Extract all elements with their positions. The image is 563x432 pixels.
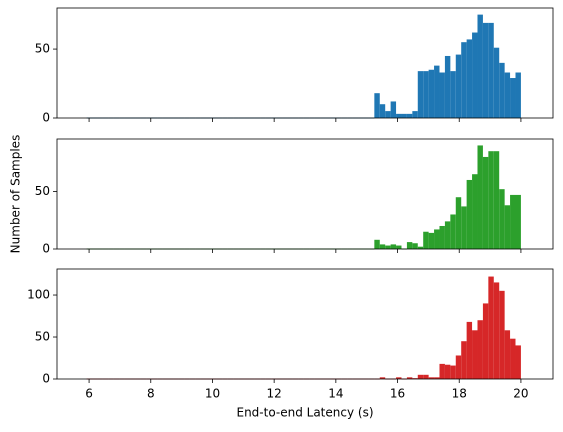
bar (504, 205, 511, 249)
bar (385, 245, 391, 249)
bar (466, 321, 473, 379)
bar (455, 197, 462, 249)
x-tick-label: 14 (328, 387, 343, 401)
bar (510, 338, 516, 379)
bar (439, 225, 445, 249)
bar (379, 104, 386, 118)
bar (434, 229, 440, 249)
bar (450, 365, 456, 379)
bar (444, 55, 451, 118)
bar (482, 22, 489, 118)
bar (423, 71, 429, 118)
bar (510, 78, 516, 118)
bar (385, 111, 391, 118)
bar (379, 244, 386, 249)
x-tick-label: 16 (390, 387, 405, 401)
bar (412, 243, 418, 249)
bar (455, 355, 462, 379)
bar (515, 345, 521, 379)
y-tick-label: 50 (35, 184, 50, 198)
bar (455, 54, 462, 118)
bar (482, 303, 489, 379)
y-tick-label: 0 (42, 111, 50, 125)
bar (493, 47, 500, 118)
axes-frame (56, 268, 554, 380)
bar (461, 341, 467, 379)
bar (488, 22, 494, 118)
bar (515, 72, 521, 118)
bar (428, 377, 435, 379)
bar (428, 69, 435, 118)
bar (450, 71, 456, 118)
bar (412, 378, 418, 379)
bar (374, 93, 380, 118)
bar (504, 330, 511, 379)
bar (390, 244, 397, 249)
x-tick-label: 18 (452, 387, 467, 401)
y-tick-label: 0 (42, 372, 50, 386)
bar (434, 65, 440, 118)
bar (515, 194, 521, 249)
bar (439, 72, 445, 118)
x-tick-label: 10 (205, 387, 220, 401)
bar (499, 290, 505, 379)
y-axis-label: Number of Samples (9, 135, 23, 254)
bar (488, 276, 494, 379)
y-tick-label: 50 (35, 42, 50, 56)
x-tick-label: 6 (85, 387, 93, 401)
bar (396, 113, 402, 118)
y-tick-label: 0 (42, 242, 50, 256)
bar (417, 71, 424, 118)
bar (499, 62, 505, 118)
bar (406, 242, 413, 249)
bar (488, 151, 494, 249)
bar (406, 377, 413, 379)
bar (374, 239, 380, 249)
y-tick-label: 100 (27, 288, 50, 302)
bar (423, 374, 429, 379)
bar (472, 32, 478, 118)
axes-frame (56, 138, 554, 250)
bar (477, 14, 483, 119)
axes-frame (56, 7, 554, 119)
bar (510, 194, 516, 249)
bar (390, 101, 397, 118)
bar (472, 330, 478, 379)
bar (412, 111, 418, 118)
bar (406, 113, 413, 118)
bar (428, 232, 435, 249)
x-tick-label: 8 (147, 387, 155, 401)
bar (499, 189, 505, 249)
bar (466, 39, 473, 118)
x-tick-label: 12 (267, 387, 282, 401)
bar (504, 72, 511, 118)
x-axis-label: End-to-end Latency (s) (236, 406, 373, 420)
bar (417, 246, 424, 249)
bar (466, 179, 473, 249)
bar (493, 151, 500, 249)
bar (401, 113, 407, 118)
y-tick-label: 50 (35, 330, 50, 344)
bar (439, 363, 445, 379)
bar (493, 282, 500, 379)
bar (417, 374, 424, 379)
bar (472, 174, 478, 249)
x-tick-label: 20 (513, 387, 528, 401)
bar (477, 320, 483, 379)
bar (396, 377, 402, 379)
bar (444, 364, 451, 379)
bar (477, 145, 483, 249)
bar (461, 206, 467, 249)
bar (423, 231, 429, 249)
bar (396, 245, 402, 249)
bar (434, 377, 440, 379)
bar (450, 214, 456, 249)
bar (461, 42, 467, 118)
bar (482, 156, 489, 249)
bar (379, 377, 386, 379)
bar (444, 221, 451, 249)
